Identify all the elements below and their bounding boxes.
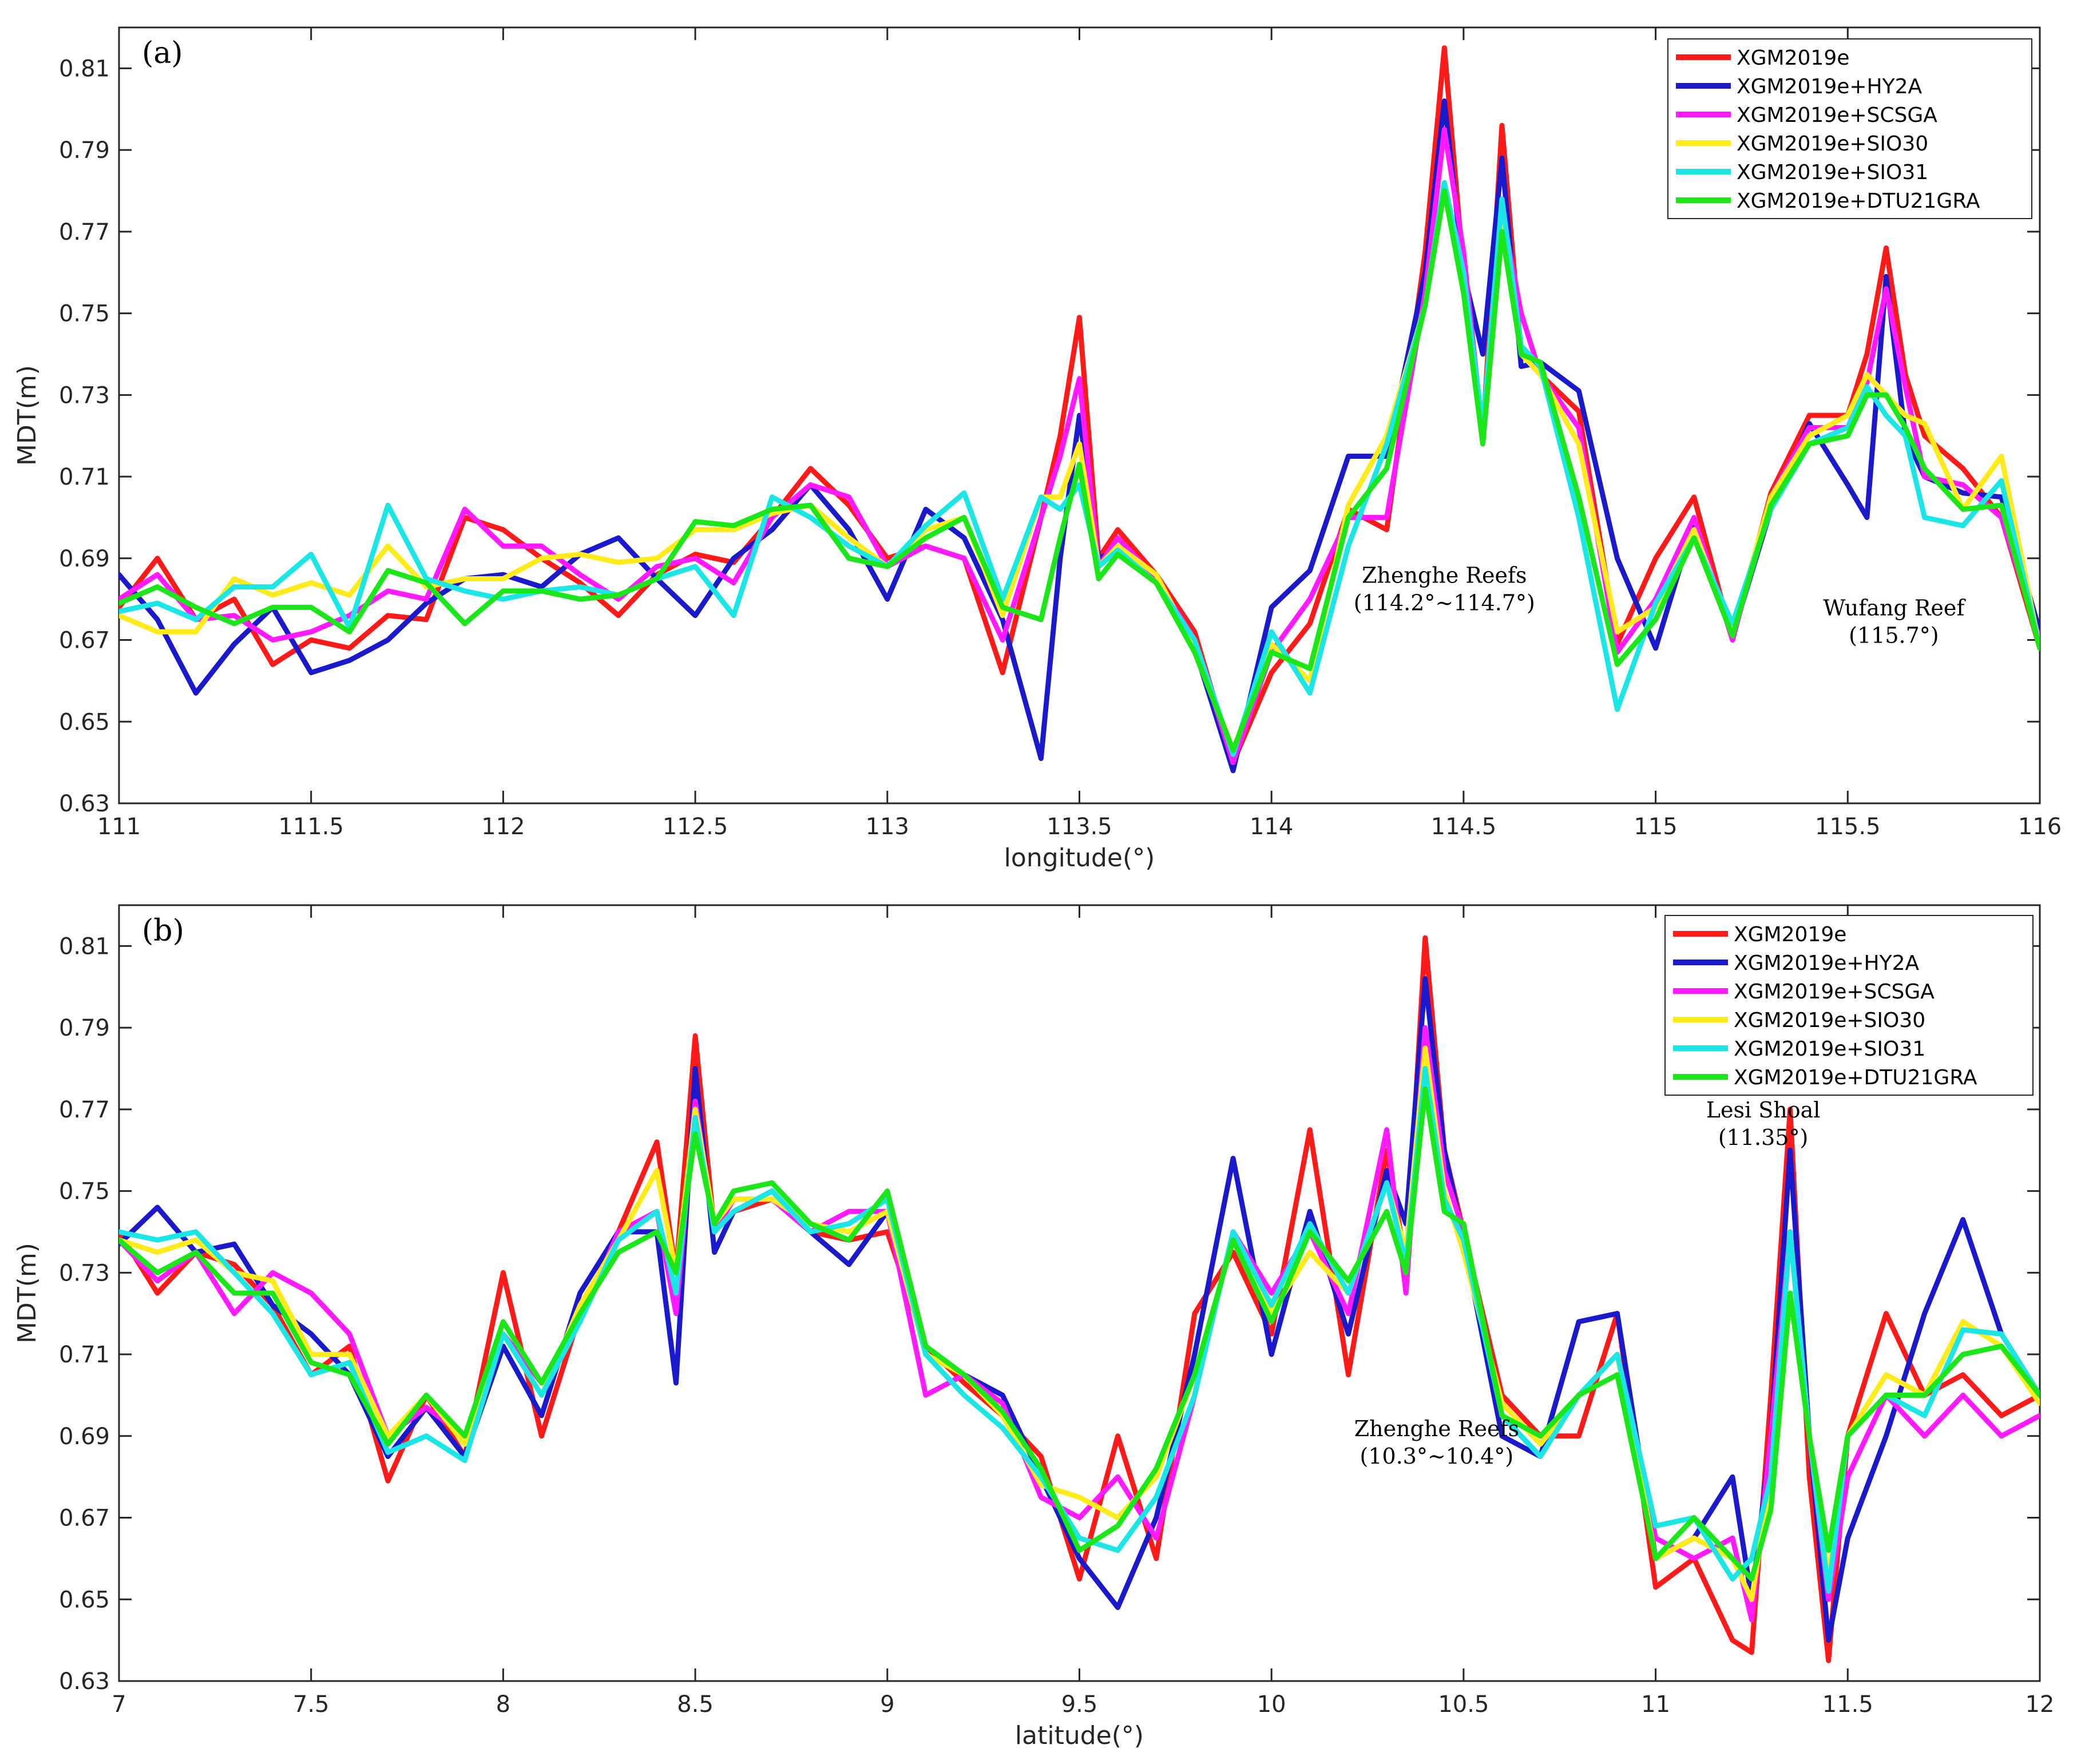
- x-tick-label: 7: [112, 1691, 126, 1718]
- x-tick-label: 9.5: [1061, 1691, 1098, 1718]
- series-line-xgm2019e-sio31: [119, 1066, 2040, 1594]
- x-tick-label: 113: [866, 814, 909, 840]
- y-tick-label: 0.67: [59, 1505, 110, 1532]
- annotation-text: (10.3°~10.4°): [1360, 1444, 1514, 1469]
- x-tick-label: 9: [880, 1691, 894, 1718]
- y-tick-label: 0.65: [59, 709, 110, 735]
- y-tick-label: 0.65: [59, 1587, 110, 1613]
- y-tick-label: 0.73: [59, 382, 110, 409]
- x-tick-label: 116: [2018, 814, 2062, 840]
- annotation-text: (11.35°): [1718, 1125, 1808, 1150]
- y-tick-label: 0.73: [59, 1260, 110, 1286]
- series-line-xgm2019e-dtu21gra: [119, 1086, 2040, 1582]
- panel-label: (a): [142, 36, 183, 70]
- x-tick-label: 114: [1250, 814, 1293, 840]
- legend-entry-label: XGM2019e+SIO30: [1737, 132, 1928, 156]
- x-tick-label: 8: [496, 1691, 510, 1718]
- legend-entry-label: XGM2019e+HY2A: [1734, 952, 1920, 975]
- annotation-text: (115.7°): [1849, 623, 1939, 648]
- y-tick-label: 0.77: [59, 219, 110, 245]
- x-tick-label: 112.5: [663, 814, 728, 840]
- x-tick-label: 10.5: [1438, 1691, 1489, 1718]
- y-tick-label: 0.75: [59, 1179, 110, 1205]
- y-tick-label: 0.63: [59, 791, 110, 817]
- x-tick-label: 111.5: [278, 814, 344, 840]
- legend-entry-label: XGM2019e+SIO31: [1734, 1037, 1925, 1061]
- y-tick-label: 0.69: [59, 546, 110, 572]
- legend-entry-label: XGM2019e+SCSGA: [1734, 980, 1935, 1004]
- panel-a: 111 111.5 112 112.5 113 113.5 114 114.5 115 115.5…: [13, 26, 2062, 873]
- x-tick-label: 115: [1634, 814, 1677, 840]
- annotation-text: Zhenghe Reefs: [1354, 1416, 1519, 1441]
- legend-entry-label: XGM2019e+SCSGA: [1737, 104, 1937, 127]
- x-axis-label: longitude(°): [1004, 843, 1155, 873]
- annotation-text: (114.2°~114.7°): [1354, 590, 1535, 616]
- x-tick-label: 111: [97, 814, 141, 840]
- panel-b: 7 7.5 8 8.5 9 9.5 10 10.5 11 11.5 12 0.63 0.65 0.67 0.…: [13, 904, 2055, 1750]
- x-tick-label: 11.5: [1822, 1691, 1873, 1718]
- x-tick-label: 114.5: [1431, 814, 1497, 840]
- legend-entry-label: XGM2019e+DTU21GRA: [1737, 189, 1980, 213]
- legend-entry-label: XGM2019e+DTU21GRA: [1734, 1066, 1977, 1089]
- x-tick-label: 113.5: [1047, 814, 1112, 840]
- legend-entry-label: XGM2019e: [1734, 923, 1846, 946]
- legend-entry-label: XGM2019e+SIO31: [1737, 161, 1928, 184]
- y-tick-label: 0.63: [59, 1668, 110, 1695]
- annotation-text: Lesi Shoal: [1706, 1097, 1821, 1123]
- y-tick-label: 0.71: [59, 464, 110, 490]
- legend-entry-label: XGM2019e: [1737, 46, 1849, 70]
- x-axis-label: latitude(°): [1015, 1721, 1144, 1750]
- y-axis-label: MDT(m): [13, 1243, 42, 1343]
- legend-entry-label: XGM2019e+HY2A: [1737, 75, 1923, 98]
- series-group: [119, 935, 2040, 1663]
- y-tick-label: 0.81: [59, 56, 110, 82]
- legend-box: [1664, 915, 2034, 1096]
- series-group: [119, 45, 2040, 774]
- y-tick-label: 0.77: [59, 1097, 110, 1123]
- x-tick-label: 7.5: [293, 1691, 330, 1718]
- y-tick-label: 0.75: [59, 301, 110, 327]
- x-tick-label: 12: [2026, 1691, 2055, 1718]
- annotation-text: Wufang Reef: [1823, 596, 1966, 621]
- x-tick-label: 8.5: [677, 1691, 714, 1718]
- x-tick-label: 10: [1257, 1691, 1286, 1718]
- y-tick-label: 0.69: [59, 1424, 110, 1450]
- y-tick-label: 0.81: [59, 933, 110, 960]
- y-tick-label: 0.67: [59, 628, 110, 654]
- legend-entry-label: XGM2019e+SIO30: [1734, 1009, 1925, 1032]
- x-tick-label: 11: [1641, 1691, 1670, 1718]
- y-tick-label: 0.79: [59, 1015, 110, 1041]
- y-tick-label: 0.71: [59, 1342, 110, 1368]
- x-tick-label: 112: [481, 814, 525, 840]
- y-tick-label: 0.79: [59, 137, 110, 164]
- y-axis-label: MDT(m): [13, 365, 42, 466]
- series-line-xgm2019e-dtu21gra: [119, 188, 2040, 753]
- panel-label: (b): [142, 914, 184, 948]
- legend-box: [1667, 38, 2032, 219]
- annotation-text: Zhenghe Reefs: [1362, 563, 1527, 588]
- x-tick-label: 115.5: [1815, 814, 1881, 840]
